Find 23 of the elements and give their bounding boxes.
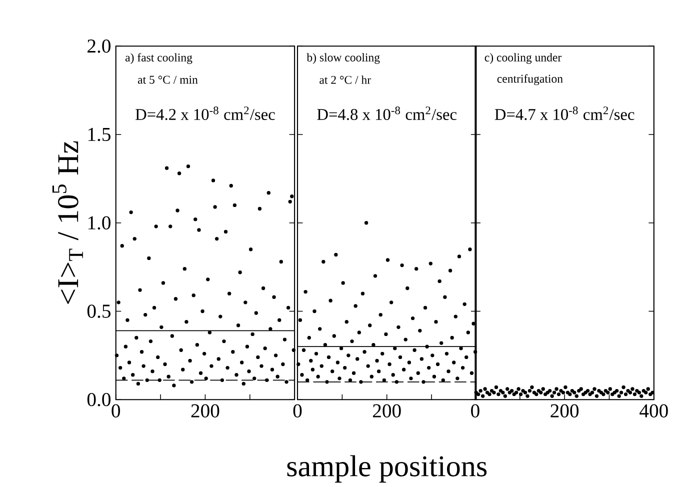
- y-tick-label: 1.0: [88, 216, 110, 230]
- y-tick-label: 2.0: [88, 40, 110, 53]
- annotation: at 2 °C / hr: [320, 76, 371, 84]
- x-tick-label: 0: [293, 404, 302, 418]
- x-tick-label: 200: [372, 404, 401, 418]
- annotation: D=4.8 x 10$^{-8}$ cm$^{2}$/sec: [317, 106, 457, 120]
- x-tick-label: 400: [640, 404, 668, 418]
- x-tick-label: 200: [550, 404, 579, 418]
- annotation: D=4.7 x 10$^{-8}$ cm$^{2}$/sec: [494, 106, 634, 120]
- annotation: centrifugation: [497, 74, 563, 86]
- x-tick-label: 0: [471, 404, 480, 418]
- annotation: at 5 °C / min: [138, 76, 198, 84]
- x-tick-label: 0: [112, 404, 120, 418]
- x-tick-label: 200: [191, 404, 220, 418]
- annotation: D=4.2 x 10$^{-8}$ cm$^{2}$/sec: [136, 106, 275, 120]
- y-tick-label: 0.0: [87, 392, 110, 406]
- y-axis-title: <I>$_{T}$ / 10$^{5}$ Hz: [52, 141, 83, 304]
- y-tick-label: 1.5: [88, 128, 110, 142]
- annotation: c) cooling under: [484, 53, 562, 64]
- annotation: a) fast cooling: [125, 53, 192, 64]
- annotation: b) slow cooling: [306, 53, 380, 64]
- x-axis-title: sample positions: [287, 455, 487, 483]
- y-tick-label: 0.5: [87, 304, 110, 318]
